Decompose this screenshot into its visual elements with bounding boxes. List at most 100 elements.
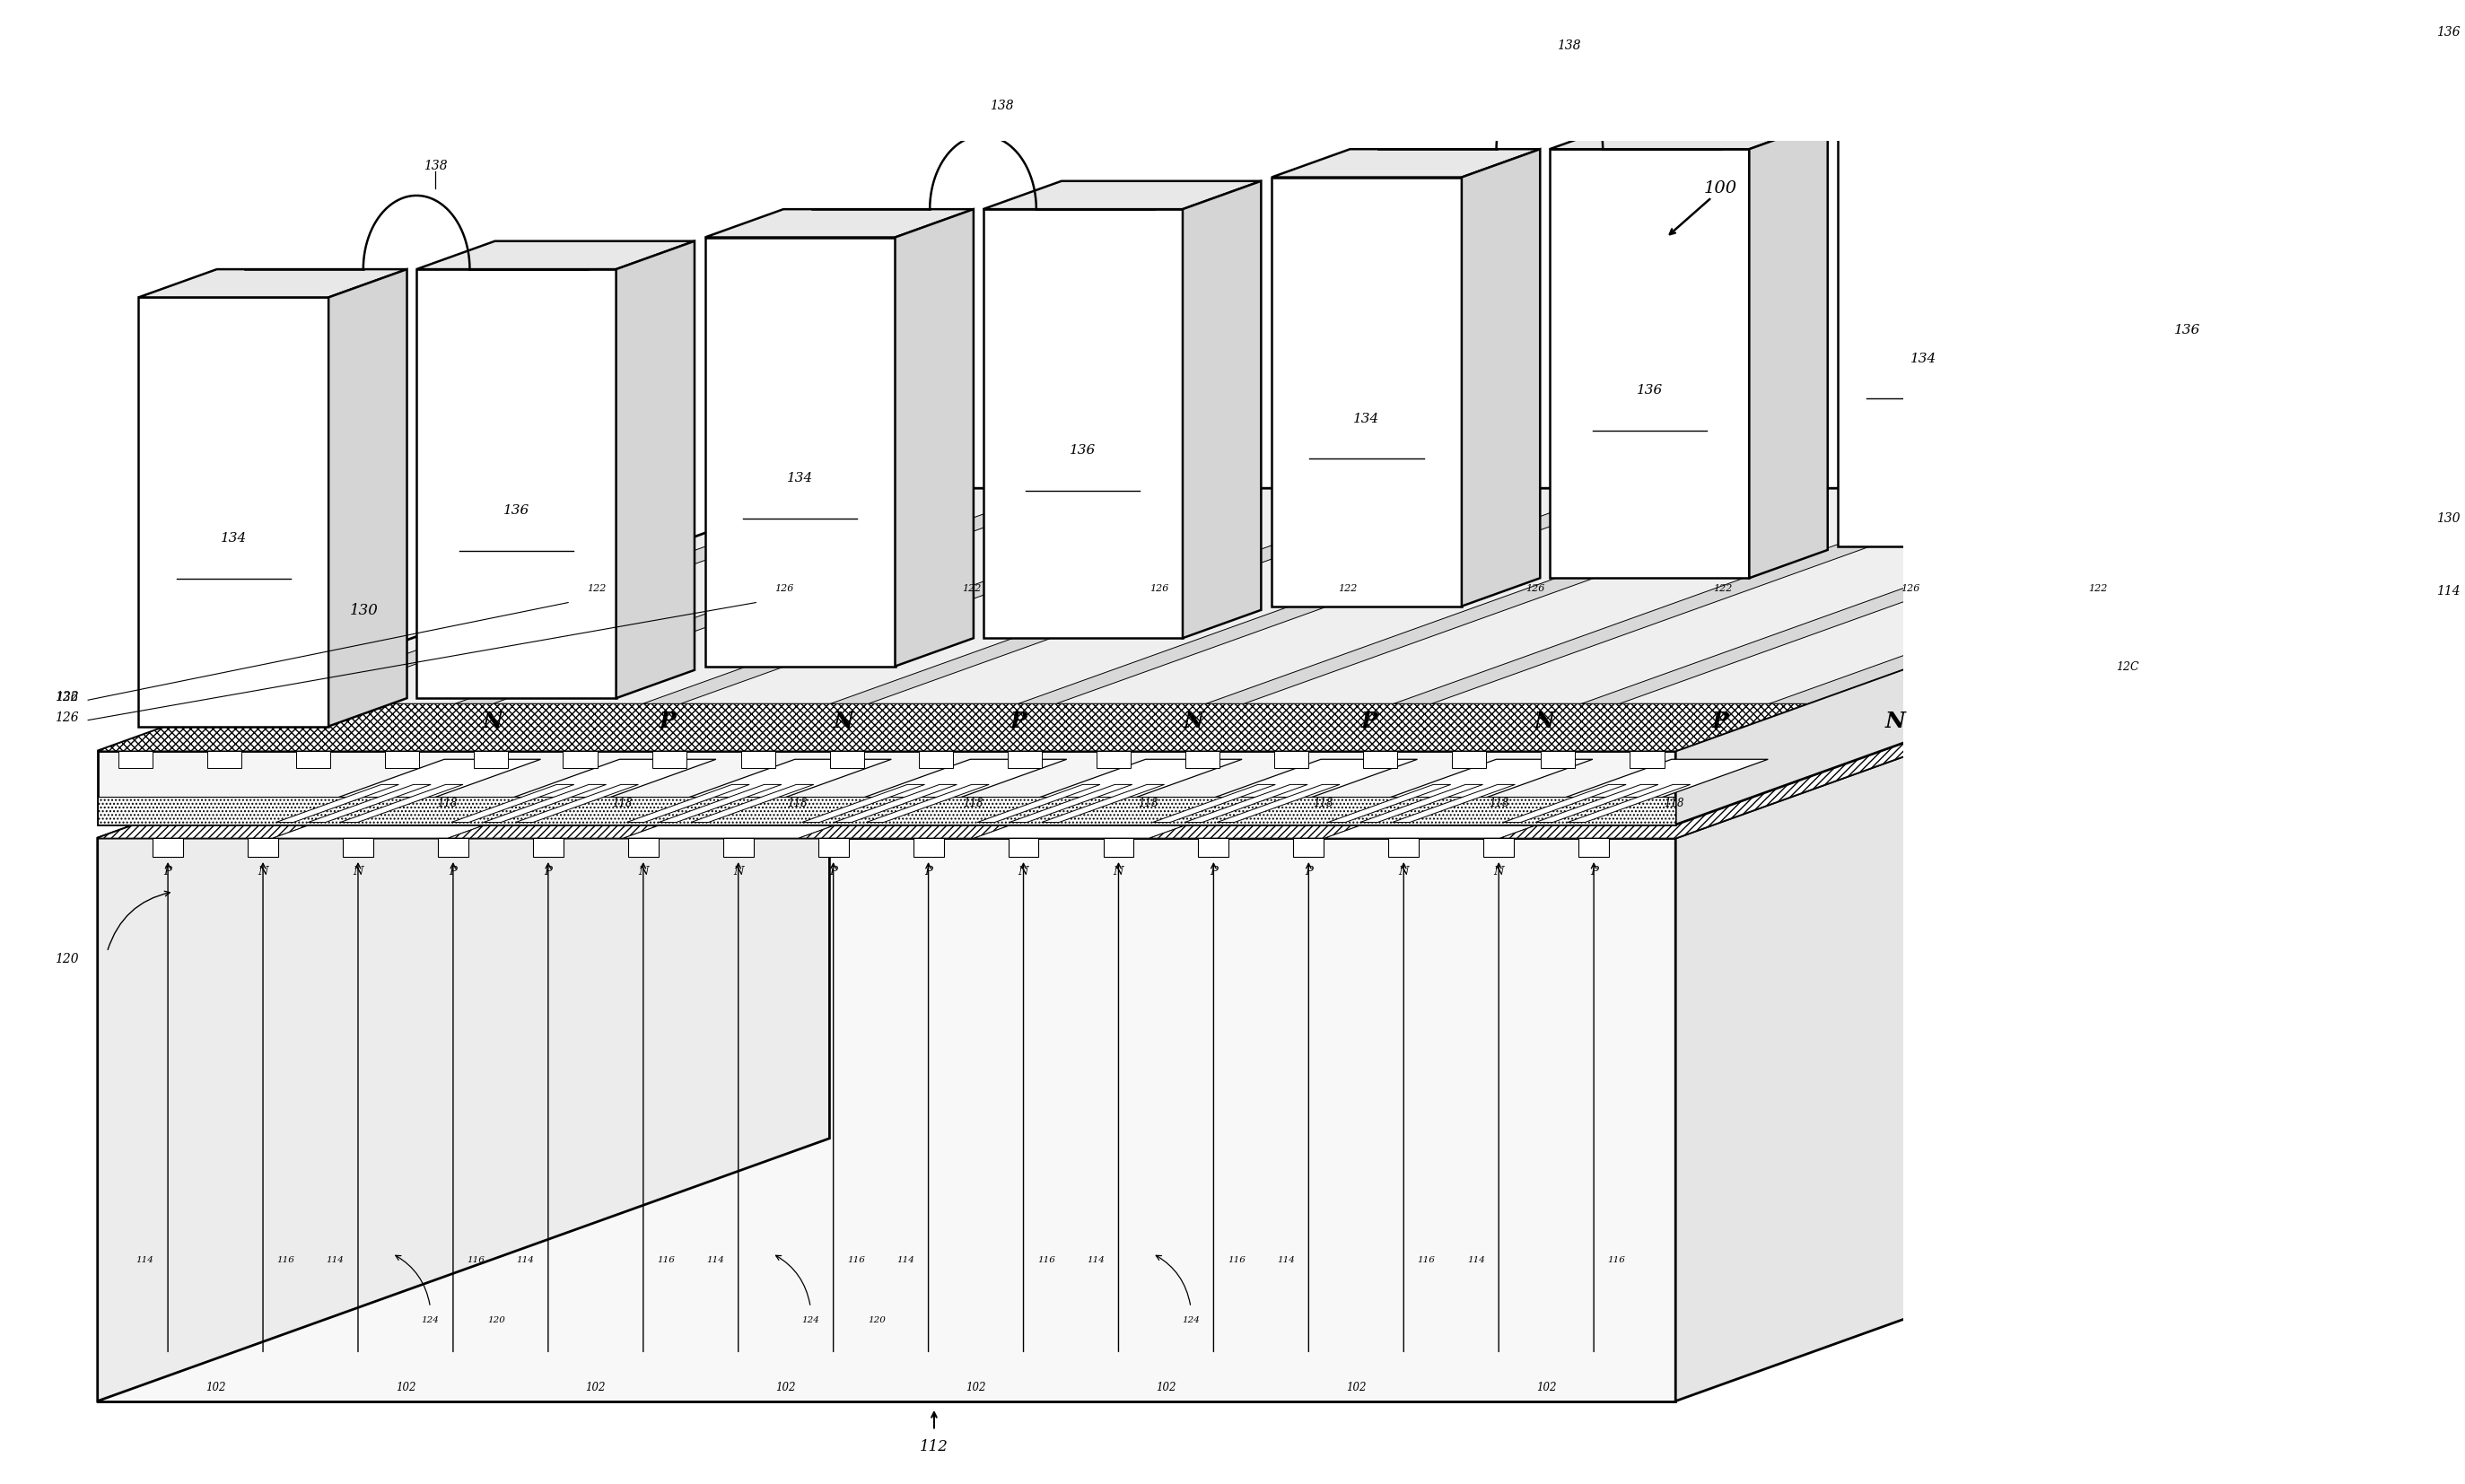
Polygon shape [801,785,924,822]
Polygon shape [1393,785,1516,822]
Polygon shape [624,576,1531,838]
Text: 136: 136 [1070,444,1097,457]
Text: 122: 122 [961,583,981,594]
Polygon shape [1329,785,1452,822]
Text: 114: 114 [325,1257,345,1264]
Polygon shape [831,502,1432,703]
Polygon shape [308,785,431,822]
Polygon shape [439,838,468,856]
Text: N: N [638,865,648,877]
Polygon shape [1097,751,1131,769]
Text: 130: 130 [350,603,377,617]
Polygon shape [690,785,813,822]
Text: N: N [1886,711,1905,732]
Text: 136: 136 [2174,324,2201,337]
Text: 114: 114 [1277,1257,1294,1264]
Polygon shape [651,751,685,769]
Text: 130: 130 [2435,512,2460,525]
Polygon shape [1011,785,1131,822]
Text: 122: 122 [587,583,606,594]
Text: N: N [352,865,362,877]
Polygon shape [1008,751,1043,769]
Text: N: N [1494,865,1504,877]
Text: 120: 120 [488,1316,505,1325]
Text: P: P [1011,711,1028,732]
Polygon shape [626,785,749,822]
Text: 126: 126 [54,711,79,724]
Text: 12C: 12C [2115,660,2140,672]
Text: N: N [259,865,269,877]
Polygon shape [912,838,944,856]
Text: 134: 134 [1353,413,1380,424]
Polygon shape [974,576,1881,838]
Text: 136: 136 [57,692,79,703]
Polygon shape [99,703,1807,751]
Polygon shape [99,576,1006,838]
Text: P: P [924,865,932,877]
Polygon shape [2009,89,2088,546]
Text: 114: 114 [136,1257,153,1264]
Polygon shape [1393,502,1997,703]
Text: P: P [163,865,173,877]
Text: 116: 116 [658,1257,675,1264]
Polygon shape [658,785,781,822]
Polygon shape [2098,89,2278,518]
Text: P: P [1361,711,1378,732]
Polygon shape [515,785,638,822]
Polygon shape [1770,502,2371,703]
Text: N: N [483,711,503,732]
Text: 102: 102 [966,1382,986,1393]
Polygon shape [976,785,1099,822]
Text: 116: 116 [848,1257,865,1264]
Text: 102: 102 [205,1382,224,1393]
Polygon shape [99,488,2408,751]
Text: 120: 120 [54,953,79,965]
Text: 126: 126 [1526,583,1546,594]
Text: 116: 116 [1607,1257,1624,1264]
Polygon shape [833,785,956,822]
Polygon shape [99,797,1676,825]
Polygon shape [1186,785,1306,822]
Polygon shape [274,576,1181,838]
Text: P: P [545,865,552,877]
Polygon shape [118,751,153,769]
Polygon shape [1568,785,1691,822]
Polygon shape [99,751,1676,825]
Polygon shape [153,838,182,856]
Text: 114: 114 [1087,1257,1104,1264]
Polygon shape [562,751,597,769]
Text: 126: 126 [774,583,794,594]
Polygon shape [249,838,279,856]
Polygon shape [629,838,658,856]
Polygon shape [276,785,399,822]
Text: 136: 136 [1637,384,1661,396]
Polygon shape [1541,751,1575,769]
Text: 136: 136 [503,505,530,516]
Text: N: N [1114,865,1124,877]
Text: 124: 124 [422,1316,439,1325]
Polygon shape [456,502,1057,703]
Polygon shape [1550,122,1827,148]
Polygon shape [1321,760,1592,822]
Polygon shape [794,760,1067,822]
Text: N: N [833,711,853,732]
Polygon shape [722,838,754,856]
Text: 126: 126 [1901,583,1920,594]
Polygon shape [831,751,863,769]
Polygon shape [1388,838,1420,856]
Polygon shape [984,181,1262,209]
Polygon shape [1272,148,1541,177]
Polygon shape [1496,760,1767,822]
Polygon shape [616,240,695,697]
Text: 120: 120 [868,1316,885,1325]
Polygon shape [2278,61,2357,518]
Text: P: P [1590,865,1597,877]
Polygon shape [385,751,419,769]
Text: P: P [1210,865,1218,877]
Polygon shape [1218,785,1338,822]
Polygon shape [99,576,2408,838]
Text: 138: 138 [1558,40,1580,52]
Polygon shape [451,785,574,822]
Text: N: N [732,865,744,877]
Polygon shape [1198,838,1228,856]
